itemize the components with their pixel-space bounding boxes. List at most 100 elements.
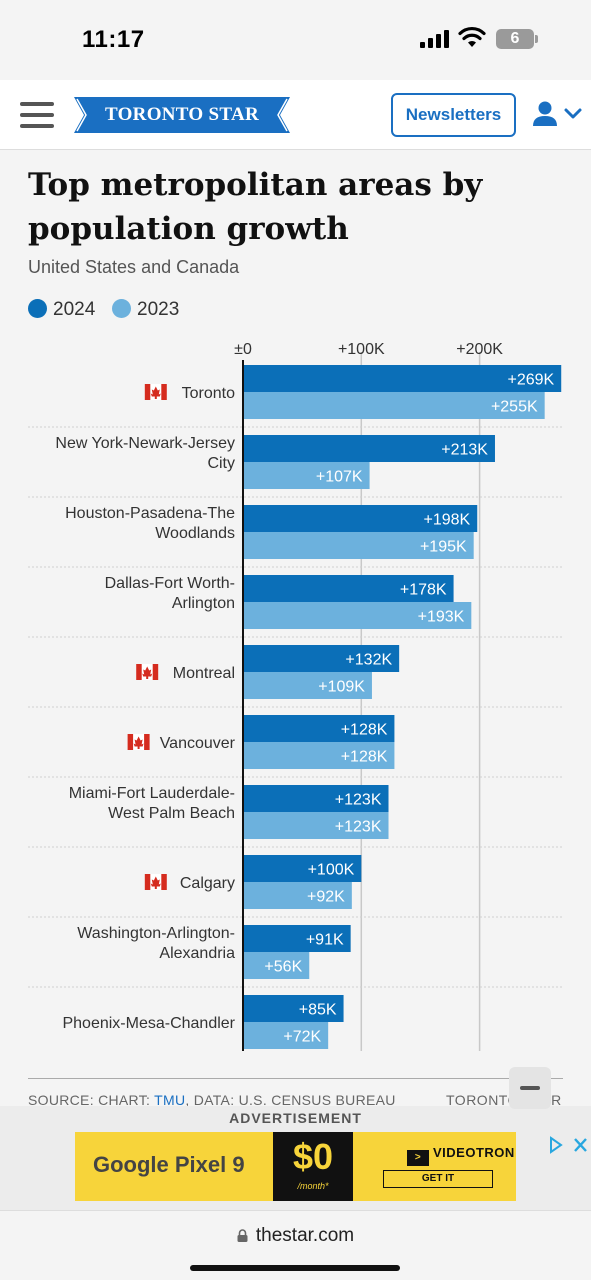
x-tick-label-2: +200K <box>456 341 503 358</box>
bar-2024-1 <box>243 435 495 462</box>
chart-title: Top metropolitan areas by population gro… <box>28 167 483 247</box>
source-prefix: SOURCE: CHART: <box>28 1092 151 1108</box>
canada-flag-icon <box>144 384 167 400</box>
legend-swatch-2024 <box>28 299 47 318</box>
canada-flag-icon <box>144 874 167 890</box>
bar-label-2023-6: +123K <box>335 819 382 836</box>
bar-2023-1 <box>243 462 370 489</box>
bar-2023-2 <box>243 532 474 559</box>
category-label-6-1: West Palm Beach <box>108 805 235 822</box>
user-account-icon[interactable] <box>530 100 586 130</box>
legend-swatch-2023 <box>112 299 131 318</box>
logo-text: TORONTO STAR <box>104 104 260 125</box>
ad-advertiser-name: VIDEOTRON <box>433 1145 515 1160</box>
category-label-1-0: New York-Newark-Jersey <box>55 435 235 452</box>
category-label-5-0: Vancouver <box>160 735 236 752</box>
home-indicator <box>190 1265 400 1271</box>
cellular-signal-icon <box>420 30 450 48</box>
canada-flag-icon <box>136 664 159 680</box>
bar-2023-8 <box>243 952 310 979</box>
bar-label-2023-9: +72K <box>283 1029 321 1046</box>
toronto-star-logo[interactable]: TORONTO STAR <box>74 97 290 133</box>
bar-label-2024-2: +198K <box>424 512 471 529</box>
category-label-3-1: Arlington <box>172 595 235 612</box>
videotron-logo-icon: > <box>407 1150 429 1166</box>
category-label-3-0: Dallas-Fort Worth- <box>105 575 235 592</box>
category-label-2-1: Woodlands <box>155 525 235 542</box>
bar-label-2024-9: +85K <box>299 1002 337 1019</box>
bar-2023-4 <box>243 672 372 699</box>
bar-label-2023-2: +195K <box>420 539 467 556</box>
advertisement-area: ADVERTISEMENT Google Pixel 9 $0 /month* … <box>0 1106 591 1210</box>
source-link[interactable]: TMU <box>154 1092 186 1108</box>
legend-label-2023: 2023 <box>137 299 180 320</box>
bar-chart: ±0 +100K +200K +269K +255K Toronto +213K +107K N… <box>28 341 563 1051</box>
bar-label-2024-3: +178K <box>400 582 447 599</box>
bar-2024-3 <box>243 575 454 602</box>
legend-label-2024: 2024 <box>53 299 96 320</box>
bar-label-2023-4: +109K <box>318 679 365 696</box>
battery-icon: 6 <box>496 29 538 49</box>
lock-icon <box>237 1229 248 1242</box>
bar-2023-6 <box>243 812 389 839</box>
bar-2024-8 <box>243 925 351 952</box>
category-label-4-0: Montreal <box>173 665 235 682</box>
ad-price-box: $0 /month* <box>273 1132 353 1201</box>
bar-2024-7 <box>243 855 362 882</box>
url-text: thestar.com <box>255 1225 355 1246</box>
ad-advertiser: > VIDEOTRON <box>407 1145 515 1166</box>
bar-label-2023-7: +92K <box>307 889 345 906</box>
category-label-7-0: Calgary <box>180 875 235 892</box>
bar-label-2023-0: +255K <box>491 399 538 416</box>
legend-item-2023: 2023 <box>112 298 179 322</box>
newsletters-button[interactable]: Newsletters <box>391 93 516 137</box>
bar-label-2023-8: +56K <box>264 959 302 976</box>
category-label-0-0: Toronto <box>182 385 235 402</box>
bar-2024-2 <box>243 505 478 532</box>
bar-label-2024-8: +91K <box>306 932 344 949</box>
category-label-6-0: Miami-Fort Lauderdale- <box>69 785 235 802</box>
x-tick-label-1: +100K <box>338 341 385 358</box>
browser-address-bar[interactable]: thestar.com <box>0 1210 591 1280</box>
site-header: TORONTO STAR Newsletters <box>0 80 591 150</box>
bar-label-2023-5: +128K <box>341 749 388 766</box>
ad-price-period: /month* <box>297 1181 329 1191</box>
advertisement-label: ADVERTISEMENT <box>229 1110 362 1126</box>
bar-label-2024-4: +132K <box>345 652 392 669</box>
bar-2024-5 <box>243 715 395 742</box>
chart-subtitle: United States and Canada <box>28 257 240 277</box>
status-time: 11:17 <box>82 26 145 53</box>
bar-2024-9 <box>243 995 344 1022</box>
source-credit: SOURCE: CHART: TMU, DATA: U.S. CENSUS BU… <box>28 1092 396 1108</box>
bar-2023-3 <box>243 602 472 629</box>
bar-label-2024-1: +213K <box>441 442 488 459</box>
bar-2023-7 <box>243 882 352 909</box>
url-display[interactable]: thestar.com <box>0 1225 591 1247</box>
status-bar: 11:17 6 <box>0 0 591 80</box>
canada-flag-icon <box>127 734 150 750</box>
category-label-1-1: City <box>207 455 235 472</box>
collapse-button[interactable] <box>509 1067 551 1109</box>
ad-cta-button[interactable]: GET IT <box>383 1170 493 1188</box>
category-label-8-1: Alexandria <box>159 945 235 962</box>
bar-2024-6 <box>243 785 389 812</box>
bar-2023-5 <box>243 742 395 769</box>
category-label-2-0: Houston-Pasadena-The <box>65 505 235 522</box>
bar-2023-0 <box>243 392 545 419</box>
source-suffix: , DATA: U.S. CENSUS BUREAU <box>185 1092 396 1108</box>
legend-item-2024: 2024 <box>28 298 95 322</box>
ad-price: $0 <box>292 1136 334 1177</box>
bar-label-2024-6: +123K <box>335 792 382 809</box>
bar-label-2023-1: +107K <box>316 469 363 486</box>
menu-icon[interactable] <box>20 102 54 128</box>
source-divider <box>28 1078 563 1079</box>
bar-label-2024-0: +269K <box>508 372 555 389</box>
adchoices-icon[interactable] <box>549 1136 589 1154</box>
bar-label-2024-7: +100K <box>308 862 355 879</box>
bar-2023-9 <box>243 1022 329 1049</box>
ad-banner[interactable]: Google Pixel 9 $0 /month* > VIDEOTRON GET… <box>75 1132 587 1201</box>
bar-2024-0 <box>243 365 562 392</box>
bar-label-2024-5: +128K <box>341 722 388 739</box>
category-label-8-0: Washington-Arlington- <box>77 925 235 942</box>
x-tick-label-0: ±0 <box>234 341 252 358</box>
